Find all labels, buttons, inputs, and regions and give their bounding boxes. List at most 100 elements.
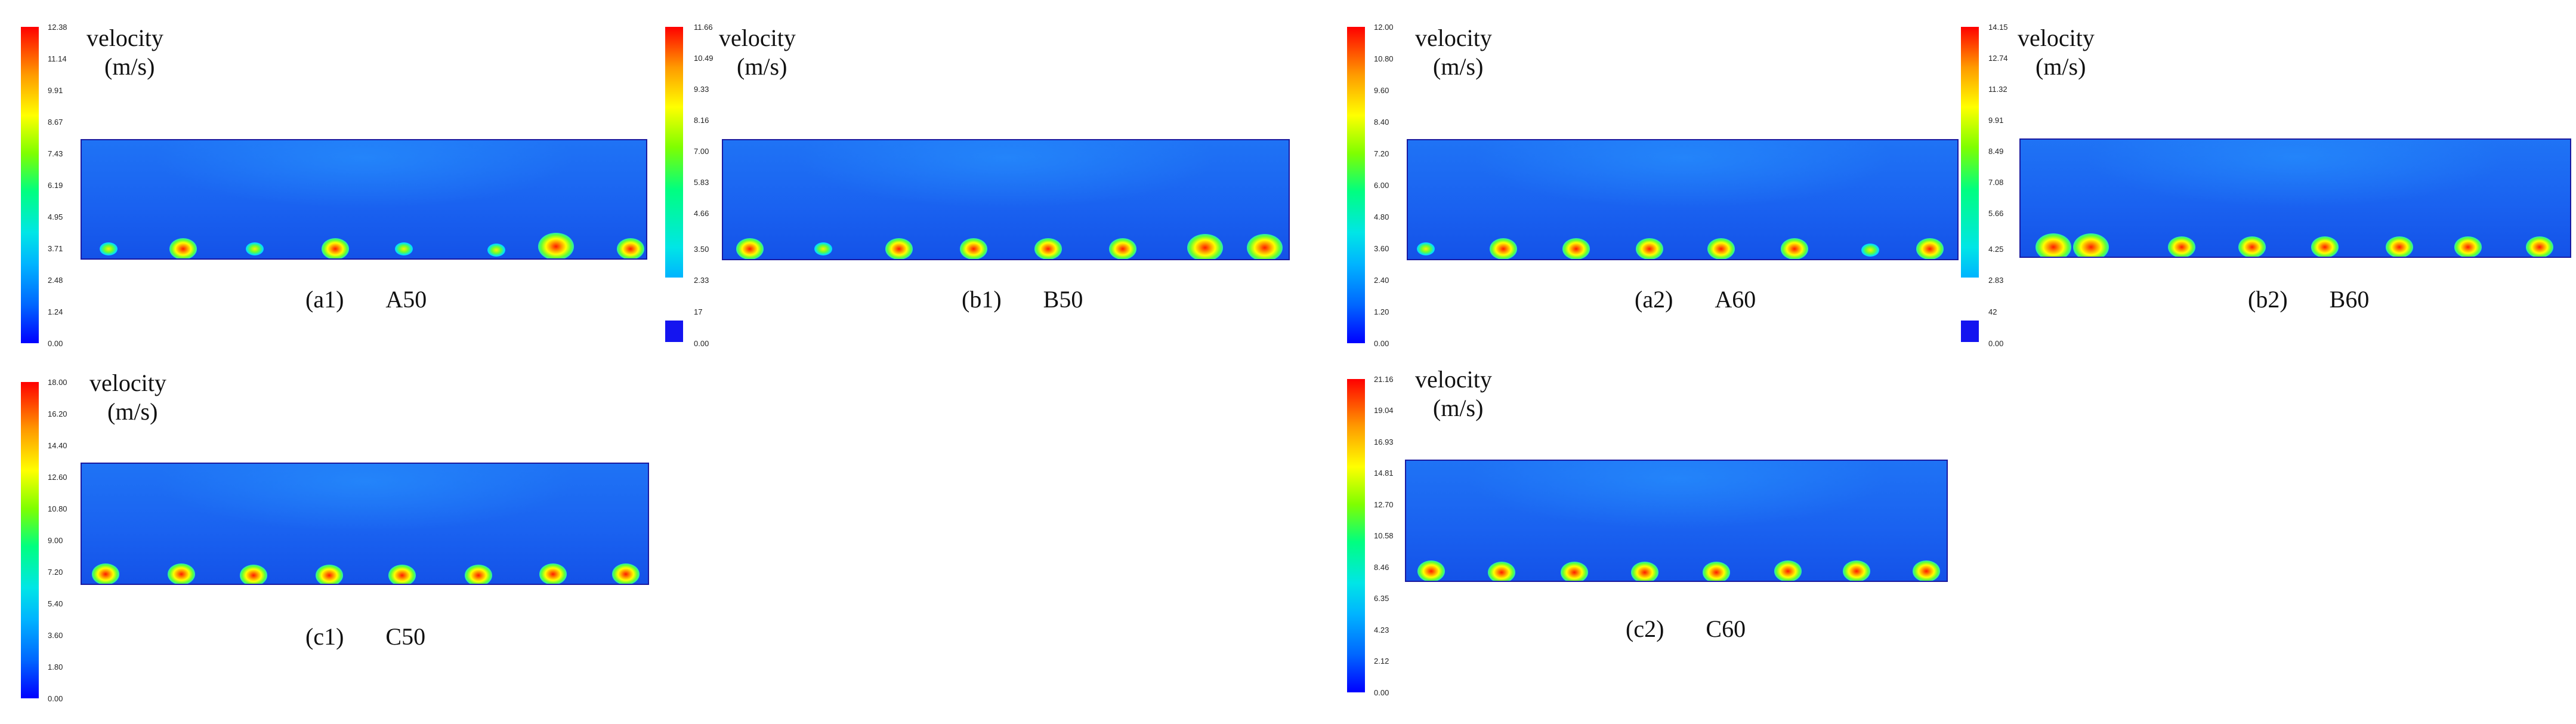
velocity-label: velocity (m/s) bbox=[1415, 366, 1492, 421]
tick-label: 5.40 bbox=[48, 599, 63, 608]
tick-label: 10.49 bbox=[694, 54, 714, 63]
tick-label: 8.16 bbox=[694, 116, 709, 125]
caption-tag: (c2) bbox=[1626, 615, 1664, 642]
jet-hotspot bbox=[2454, 236, 2482, 257]
tick-label: 6.00 bbox=[1374, 181, 1389, 190]
jet-hotspot bbox=[169, 238, 197, 258]
jet-hotspot bbox=[885, 238, 913, 259]
tick-label: 9.33 bbox=[694, 85, 709, 94]
caption-tag: (b2) bbox=[2248, 286, 2288, 313]
colorbar-swatch bbox=[665, 321, 683, 342]
tick-label: 11.32 bbox=[1988, 85, 2007, 94]
tick-label: 8.46 bbox=[1374, 563, 1389, 572]
jet-hotspot bbox=[1488, 562, 1515, 581]
tick-label: 4.95 bbox=[48, 212, 63, 221]
tick-label: 6.19 bbox=[48, 181, 63, 190]
jet-hotspot bbox=[395, 242, 413, 255]
jet-hotspot bbox=[612, 563, 640, 584]
jet-hotspot bbox=[2311, 236, 2339, 257]
tick-label: 0.00 bbox=[1988, 339, 2004, 348]
caption-name: C60 bbox=[1706, 615, 1746, 642]
velocity-label: velocity (m/s) bbox=[2018, 24, 2095, 80]
tick-label: 18.00 bbox=[48, 378, 67, 387]
velocity-field-c1 bbox=[81, 463, 649, 585]
jet-hotspot bbox=[1187, 234, 1223, 259]
tick-label: 7.20 bbox=[48, 568, 63, 577]
caption-a1: (a1) A50 bbox=[305, 285, 427, 313]
tick-label: 2.40 bbox=[1374, 276, 1389, 285]
jet-hotspot bbox=[1417, 242, 1435, 255]
caption-tag: (b1) bbox=[962, 286, 1002, 313]
tick-label: 0.00 bbox=[1374, 339, 1389, 348]
jet-hotspot bbox=[1913, 560, 1940, 581]
tick-label: 7.00 bbox=[694, 147, 709, 156]
jet-hotspot bbox=[92, 563, 119, 584]
colorbar-gradient bbox=[665, 27, 683, 278]
colorbar-swatch bbox=[1961, 321, 1979, 342]
jet-hotspot bbox=[465, 565, 492, 584]
jet-hotspot bbox=[240, 565, 267, 584]
tick-label: 12.00 bbox=[1374, 23, 1394, 32]
caption-tag: (a2) bbox=[1635, 286, 1673, 313]
jet-hotspot bbox=[246, 242, 264, 255]
velocity-label: velocity (m/s) bbox=[87, 24, 163, 80]
tick-label: 7.43 bbox=[48, 149, 63, 158]
caption-c1: (c1) C50 bbox=[305, 623, 425, 651]
caption-tag: (a1) bbox=[305, 286, 344, 313]
jet-hotspot bbox=[814, 242, 832, 255]
tick-label: 3.71 bbox=[48, 244, 63, 253]
tick-label: 9.91 bbox=[48, 86, 63, 95]
tick-label: 3.60 bbox=[48, 631, 63, 640]
caption-name: C50 bbox=[385, 623, 426, 650]
tick-label: 1.24 bbox=[48, 307, 63, 316]
tick-label: 2.48 bbox=[48, 276, 63, 285]
tick-label: 1.20 bbox=[1374, 307, 1389, 316]
jet-hotspot bbox=[617, 238, 644, 258]
tick-label: 2.12 bbox=[1374, 657, 1389, 666]
tick-label: 14.40 bbox=[48, 441, 67, 450]
jet-hotspot bbox=[1774, 560, 1802, 581]
velocity-label: velocity (m/s) bbox=[89, 369, 166, 425]
jet-hotspot bbox=[1562, 238, 1590, 259]
jet-hotspot bbox=[2386, 236, 2413, 257]
tick-label: 5.66 bbox=[1988, 209, 2004, 218]
tick-label: 12.60 bbox=[48, 473, 67, 482]
jet-hotspot bbox=[1109, 238, 1136, 259]
colorbar-gradient bbox=[1347, 379, 1365, 692]
jet-hotspot bbox=[1490, 238, 1517, 259]
caption-b1: (b1) B50 bbox=[962, 285, 1083, 313]
colorbar-gradient bbox=[1347, 27, 1365, 343]
velocity-field-a1 bbox=[81, 139, 647, 260]
jet-hotspot bbox=[1916, 238, 1944, 259]
tick-label: 0.00 bbox=[1374, 688, 1389, 697]
jet-hotspot bbox=[960, 238, 987, 259]
jet-hotspot bbox=[1707, 238, 1735, 259]
tick-label: 4.66 bbox=[694, 209, 709, 218]
jet-hotspot bbox=[539, 563, 567, 584]
tick-label: 3.50 bbox=[694, 245, 709, 254]
jet-hotspot bbox=[388, 565, 416, 584]
tick-label: 14.81 bbox=[1374, 469, 1394, 477]
tick-label: 12.70 bbox=[1374, 500, 1394, 509]
tick-label: 0.00 bbox=[48, 339, 63, 348]
tick-label: 9.91 bbox=[1988, 116, 2004, 125]
jet-hotspot bbox=[736, 238, 764, 259]
tick-label: 14.15 bbox=[1988, 23, 2008, 32]
jet-hotspot bbox=[1861, 244, 1879, 257]
velocity-field-a2 bbox=[1407, 139, 1959, 260]
jet-hotspot bbox=[1631, 562, 1658, 581]
tick-label: 16.93 bbox=[1374, 438, 1394, 446]
tick-label: 7.20 bbox=[1374, 149, 1389, 158]
jet-hotspot bbox=[1417, 560, 1445, 581]
tick-label: 10.80 bbox=[48, 504, 67, 513]
tick-label: 1.80 bbox=[48, 663, 63, 671]
jet-hotspot bbox=[1561, 562, 1588, 581]
tick-label: 12.74 bbox=[1988, 54, 2008, 63]
velocity-label: velocity (m/s) bbox=[1415, 24, 1492, 80]
tick-label: 5.83 bbox=[694, 178, 709, 187]
tick-label: 11.66 bbox=[694, 23, 713, 32]
caption-name: B60 bbox=[2329, 286, 2370, 313]
tick-label: 2.33 bbox=[694, 276, 709, 285]
tick-label: 2.83 bbox=[1988, 276, 2004, 285]
tick-label: 42 bbox=[1988, 307, 1997, 316]
